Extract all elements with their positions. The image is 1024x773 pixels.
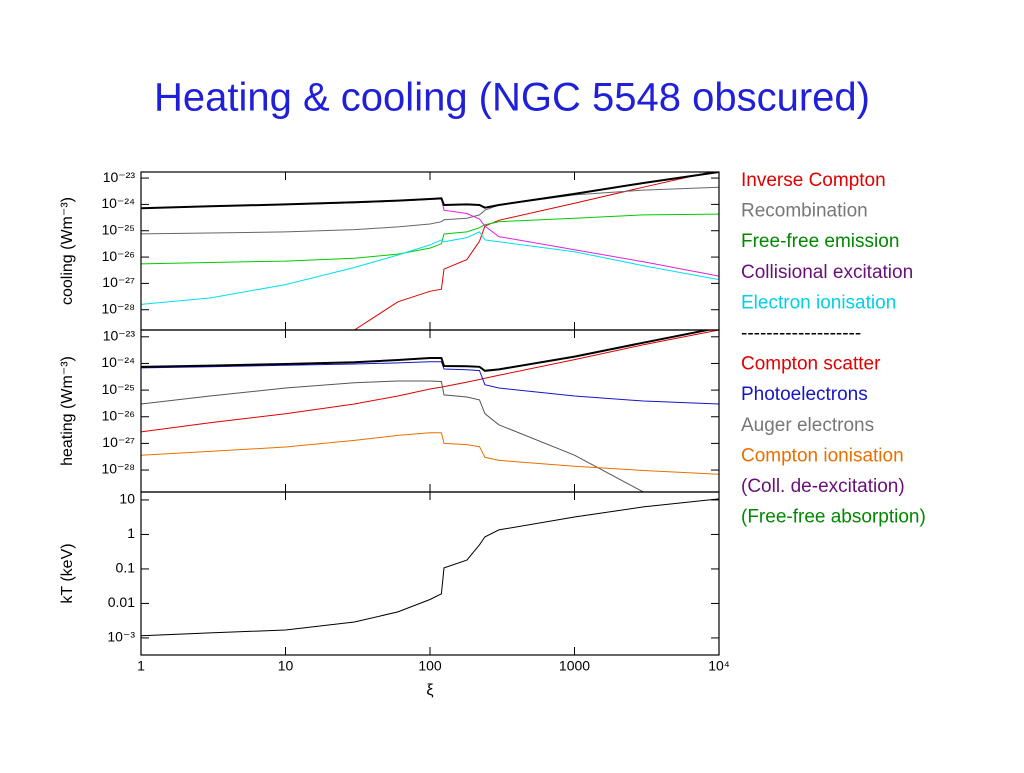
x-axis-label: ξ [426,682,433,699]
series-line [141,186,719,235]
plot-area [141,498,719,637]
series-line [141,380,644,492]
y-tick-label: 10⁻²³ [103,328,136,344]
series-line [141,498,719,637]
series-line [141,231,719,305]
series-line [354,172,713,330]
series-line [141,361,719,405]
legend-entry: Electron ionisation [741,292,896,313]
slide-title: Heating & cooling (NGC 5548 obscured) [154,76,870,120]
legend-entry: Compton ionisation [741,445,904,466]
y-tick-label: 10⁻²⁵ [102,221,135,237]
y-tick-label: 1 [127,525,135,541]
x-tick-label: 100 [418,658,442,674]
y-tick-label: 10⁻²⁵ [102,381,135,397]
legend-entry: Inverse Compton [741,170,886,191]
legend-entry: Auger electrons [741,415,874,436]
legend-entry: (Free-free absorption) [741,507,926,528]
legend-entry: Compton scatter [741,354,881,375]
y-tick-label: 0.01 [108,594,135,610]
plot-frame [140,491,720,656]
y-tick-label: 10⁻²⁸ [101,300,135,316]
y-tick-label: 10 [119,491,135,507]
y-axis-label: kT (keV) [59,543,76,603]
series-line [141,432,719,475]
x-tick-label: 10 [278,658,294,674]
legend-entry: Photoelectrons [741,384,868,405]
x-tick-label: 1000 [559,658,590,674]
plot-frame [140,329,720,493]
y-tick-label: 10⁻³ [107,629,135,645]
y-tick-label: 10⁻²⁷ [102,434,135,450]
y-tick-label: 10⁻²⁸ [101,461,135,477]
y-tick-label: 10⁻²⁷ [102,274,135,290]
plot-area [141,330,719,492]
series-line [141,330,713,372]
legend-entry: ------------------- [741,323,861,344]
legend-entry: (Coll. de-excitation) [741,476,905,497]
y-tick-label: 0.1 [116,560,136,576]
y-tick-label: 10⁻²³ [103,169,136,185]
y-axis-label: cooling (Wm⁻³) [59,197,76,305]
x-tick-label: 1 [137,658,145,674]
series-line [141,198,719,277]
plot-frame [140,171,720,331]
y-tick-label: 10⁻²⁴ [101,195,135,211]
series-line [141,172,719,210]
plot-area [141,172,719,330]
y-tick-label: 10⁻²⁶ [102,248,135,264]
y-axis-label: heating (Wm⁻³) [59,356,76,466]
legend-entry: Collisional excitation [741,262,913,283]
y-tick-label: 10⁻²⁴ [101,354,135,370]
legend-entry: Recombination [741,201,868,222]
legend-entry: Free-free emission [741,231,899,252]
y-tick-label: 10⁻²⁶ [102,407,135,423]
series-line [141,213,719,265]
x-tick-label: 10⁴ [708,658,730,674]
series-line [141,330,719,433]
